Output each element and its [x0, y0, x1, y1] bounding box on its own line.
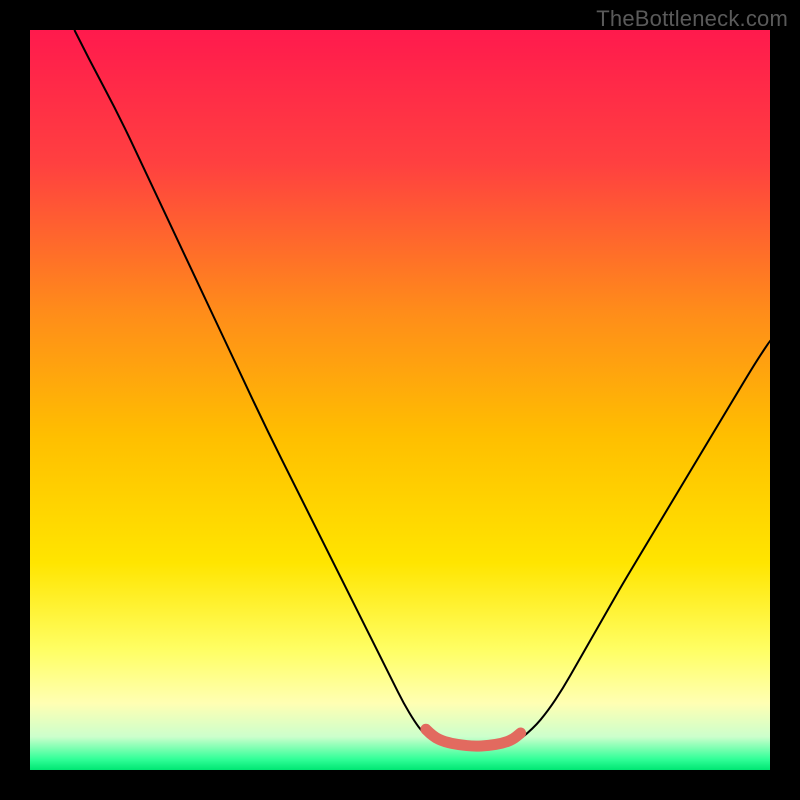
chart-background [30, 30, 770, 770]
watermark-text: TheBottleneck.com [596, 6, 788, 32]
bottleneck-chart [30, 30, 770, 770]
plot-area [30, 30, 770, 770]
